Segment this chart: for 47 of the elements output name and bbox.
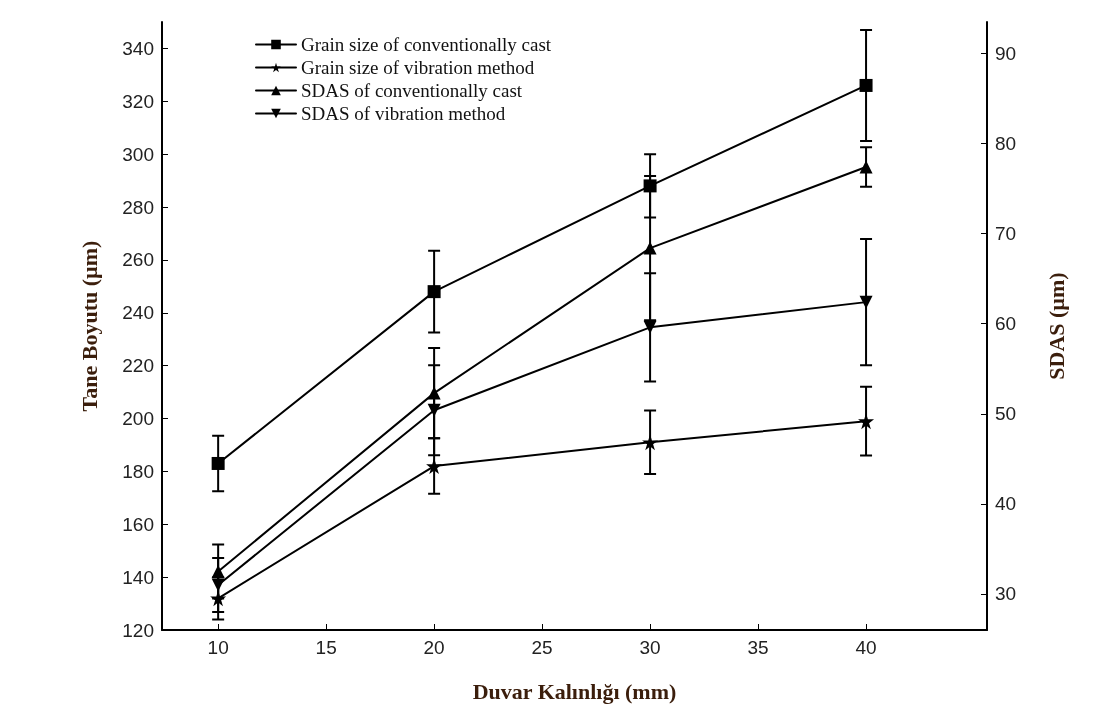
point [643,179,657,193]
point [427,403,441,417]
y2-tick-label: 80 [995,133,1017,155]
point [642,434,659,451]
x-tick-label: 40 [855,637,877,658]
y-tick-label: 300 [122,143,154,165]
y2-tick-label: 40 [995,493,1017,515]
x-tick-label: 10 [207,637,229,658]
y2-tick-label: 70 [995,223,1017,245]
point [858,413,875,430]
point [643,241,657,255]
y2-tick-label: 50 [995,403,1017,425]
y-tick-label: 160 [122,513,154,535]
y-tick-label: 320 [122,90,154,112]
x-tick-label: 35 [747,637,769,658]
point [859,295,873,309]
y-tick-label: 120 [122,619,154,641]
y-tick-label: 280 [122,196,154,218]
legend-label: Grain size of vibration method [301,57,535,78]
y2-tick-label: 90 [995,43,1017,65]
legend-label: Grain size of conventionally cast [301,34,552,55]
y2-axis-title: SDAS (µm) [1043,272,1069,380]
point [427,386,441,400]
y-tick-label: 220 [122,355,154,377]
point [643,320,657,334]
point [427,285,441,299]
point [211,456,225,470]
y2-tick-label: 30 [995,583,1017,605]
legend-label: SDAS of vibration method [301,103,506,124]
y-tick-label: 200 [122,408,154,430]
y-tick-label: 180 [122,460,154,482]
y-axis-title: Tane Boyutu (µm) [76,240,102,412]
y-tick-label: 140 [122,566,154,588]
x-tick-label: 25 [531,637,553,658]
point [859,78,873,92]
y-tick-label: 240 [122,302,154,324]
y-tick-label: 260 [122,249,154,271]
point [426,458,443,475]
point [859,160,873,174]
legend-label: SDAS of conventionally cast [301,80,523,101]
x-axis-title: Duvar Kalınlığı (mm) [472,678,677,704]
y-tick-label: 340 [122,37,154,59]
point [211,578,225,592]
x-tick-label: 30 [639,637,661,658]
x-tick-label: 20 [423,637,445,658]
x-tick-label: 15 [315,637,337,658]
y2-tick-label: 60 [995,313,1017,335]
